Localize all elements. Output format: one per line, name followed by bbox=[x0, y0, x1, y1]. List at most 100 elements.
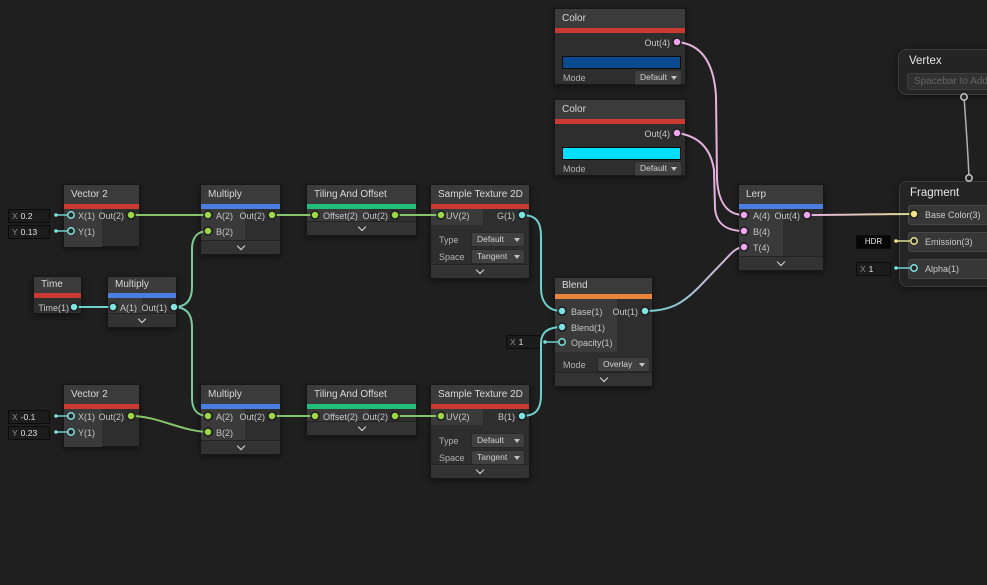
node-sample-texture-top[interactable]: Sample Texture 2D UV(2) G(1) Type Defaul… bbox=[430, 184, 530, 279]
node-vector2-bottom[interactable]: Vector 2 X(1) Y(1) Out(2) bbox=[63, 384, 140, 447]
y-value-field[interactable]: Y 0.23 bbox=[8, 426, 50, 440]
chevron-down-icon bbox=[357, 222, 366, 232]
emission-hdr-field[interactable]: HDR bbox=[856, 235, 891, 249]
node-title: Color bbox=[555, 9, 685, 28]
node-lerp[interactable]: Lerp A(4) B(4) T(4) Out(4) bbox=[738, 184, 824, 271]
port-label-a: A(4) bbox=[753, 211, 771, 221]
node-title: Multiply bbox=[201, 385, 280, 404]
port-label-out: Out(2) bbox=[239, 211, 265, 221]
fragment-context-block[interactable]: Fragment Base Color(3) Emission(3) Alpha… bbox=[899, 181, 987, 287]
collapse-chevron[interactable] bbox=[307, 221, 416, 235]
category-bar bbox=[431, 404, 529, 409]
node-color-1[interactable]: Color Out(4) Mode Default bbox=[554, 8, 686, 85]
mode-label: Mode bbox=[563, 73, 586, 83]
category-bar bbox=[64, 404, 139, 409]
port-label-out: Out(4) bbox=[644, 129, 670, 139]
collapse-chevron[interactable] bbox=[739, 256, 823, 270]
collapse-chevron[interactable] bbox=[431, 464, 529, 478]
collapse-chevron[interactable] bbox=[201, 240, 280, 254]
mode-dropdown[interactable]: Default bbox=[634, 70, 682, 85]
chevron-down-icon bbox=[776, 257, 786, 267]
node-multiply-mid[interactable]: Multiply A(1) Out(1) bbox=[107, 276, 177, 328]
node-tiling-top[interactable]: Tiling And Offset Offset(2) Out(2) bbox=[306, 184, 417, 236]
port-label-y: Y(1) bbox=[78, 428, 96, 438]
fragment-row-alpha[interactable]: Alpha(1) bbox=[908, 259, 987, 279]
collapse-chevron[interactable] bbox=[555, 372, 652, 386]
category-bar bbox=[108, 293, 176, 298]
node-title: Vector 2 bbox=[64, 185, 139, 204]
node-tiling-bottom[interactable]: Tiling And Offset Offset(2) Out(2) bbox=[306, 384, 417, 436]
chevron-down-icon bbox=[475, 465, 485, 475]
y-value-field[interactable]: Y 0.13 bbox=[8, 225, 50, 239]
color-swatch[interactable] bbox=[562, 56, 681, 69]
port-label-out: B(1) bbox=[497, 412, 515, 422]
type-dropdown[interactable]: Default bbox=[471, 433, 525, 448]
category-bar bbox=[34, 293, 81, 298]
port-label-out: Out(4) bbox=[774, 211, 800, 221]
port-label-out: Out(2) bbox=[362, 211, 388, 221]
port-label-opacity: Opacity(1) bbox=[571, 338, 613, 348]
mode-dropdown[interactable]: Overlay bbox=[597, 357, 650, 372]
type-label: Type bbox=[439, 436, 459, 446]
category-bar bbox=[431, 204, 529, 209]
node-sample-texture-bottom[interactable]: Sample Texture 2D UV(2) B(1) Type Defaul… bbox=[430, 384, 530, 479]
dot-emission-hdr-field bbox=[894, 239, 898, 243]
port-label-out: Out(1) bbox=[141, 303, 167, 313]
x-value-field[interactable]: X -0.1 bbox=[8, 410, 50, 424]
node-multiply-bottom[interactable]: Multiply A(2) B(2) Out(2) bbox=[200, 384, 281, 455]
vertex-add-block-row[interactable]: Spacebar to Add... bbox=[907, 73, 987, 90]
category-bar bbox=[307, 404, 416, 409]
chevron-down-icon bbox=[137, 314, 147, 324]
x-value-field[interactable]: X 0.2 bbox=[8, 209, 50, 223]
wire-color2-to-lerp-b bbox=[676, 132, 745, 232]
port-label-out: Out(2) bbox=[98, 412, 124, 422]
collapse-chevron[interactable] bbox=[431, 264, 529, 278]
category-bar bbox=[201, 204, 280, 209]
category-bar bbox=[555, 294, 652, 299]
collapse-chevron[interactable] bbox=[201, 440, 280, 454]
space-dropdown[interactable]: Tangent bbox=[471, 249, 525, 264]
mode-label: Mode bbox=[563, 360, 586, 370]
port-label-out: Time(1) bbox=[38, 303, 69, 313]
port-label-a: A(2) bbox=[216, 211, 234, 221]
wire-vertex-to-fragment bbox=[963, 96, 970, 179]
node-blend[interactable]: Blend Base(1) Blend(1) Opacity(1) Out(1)… bbox=[554, 277, 653, 387]
category-bar bbox=[555, 28, 685, 33]
category-bar bbox=[307, 204, 416, 209]
mode-label: Mode bbox=[563, 164, 586, 174]
type-label: Type bbox=[439, 235, 459, 245]
dot-v2top-x-field bbox=[54, 213, 58, 217]
node-vector2-top[interactable]: Vector 2 X(1) Y(1) Out(2) bbox=[63, 184, 140, 247]
port-label-uv: UV(2) bbox=[446, 412, 470, 422]
fragment-row-emission[interactable]: Emission(3) bbox=[908, 232, 987, 252]
vertex-context-block[interactable]: Vertex Spacebar to Add... bbox=[898, 49, 987, 95]
port-label-out: Out(2) bbox=[98, 211, 124, 221]
space-label: Space bbox=[439, 252, 465, 262]
port-label-y: Y(1) bbox=[78, 227, 96, 237]
dot-v2top-y-field bbox=[54, 229, 58, 233]
fragment-row-base-color[interactable]: Base Color(3) bbox=[908, 205, 987, 225]
space-dropdown[interactable]: Tangent bbox=[471, 450, 525, 465]
chevron-down-icon bbox=[236, 441, 245, 451]
port-label-x: X(1) bbox=[78, 412, 96, 422]
type-dropdown[interactable]: Default bbox=[471, 232, 525, 247]
node-multiply-top[interactable]: Multiply A(2) B(2) Out(2) bbox=[200, 184, 281, 255]
port-label-x: X(1) bbox=[78, 211, 96, 221]
port-label-offset: Offset(2) bbox=[323, 412, 358, 422]
node-color-2[interactable]: Color Out(4) Mode Default bbox=[554, 99, 686, 176]
port-label-offset: Offset(2) bbox=[323, 211, 358, 221]
collapse-chevron[interactable] bbox=[307, 421, 416, 435]
chevron-down-icon bbox=[599, 373, 608, 383]
category-bar bbox=[739, 204, 823, 209]
port-label-out: G(1) bbox=[497, 211, 515, 221]
node-title: Blend bbox=[555, 278, 652, 294]
node-time[interactable]: Time Time(1) bbox=[33, 276, 82, 314]
port-label-uv: UV(2) bbox=[446, 211, 470, 221]
color-swatch[interactable] bbox=[562, 147, 681, 160]
mode-dropdown[interactable]: Default bbox=[634, 161, 682, 176]
collapse-chevron[interactable] bbox=[108, 313, 176, 327]
node-title: Time bbox=[34, 277, 81, 293]
